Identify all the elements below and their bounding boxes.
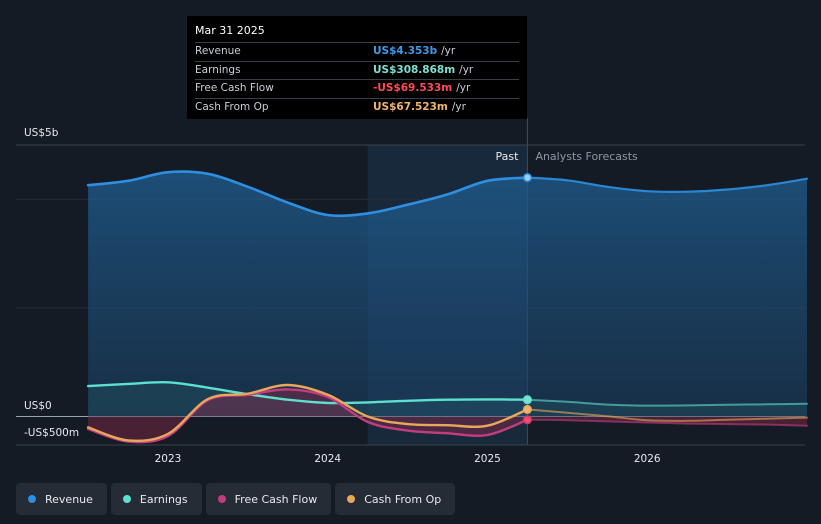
legend-dot-icon xyxy=(122,495,131,503)
free-cash-flow-marker xyxy=(522,415,532,425)
y-axis-zero-label: US$0 xyxy=(24,400,52,412)
legend-label: Free Cash Flow xyxy=(234,492,318,506)
y-axis-negative-label: -US$500m xyxy=(24,427,79,439)
earnings-area xyxy=(88,382,808,417)
analysts-forecasts-label: Analysts Forecasts xyxy=(535,150,638,163)
earnings-marker xyxy=(522,395,532,405)
legend-dot-icon xyxy=(217,495,226,503)
tooltip-row-cash-from-op: Cash From Op US$67.523m/yr xyxy=(195,97,519,117)
tooltip-row-earnings: Earnings US$308.868m/yr xyxy=(195,60,519,80)
past-label: Past xyxy=(496,150,520,163)
tooltip-label: Free Cash Flow xyxy=(195,82,274,94)
revenue-line-past xyxy=(86,170,529,218)
free-cash-flow-area xyxy=(88,389,808,443)
revenue-area xyxy=(88,171,808,417)
cash-from-op-line-past xyxy=(86,383,529,443)
tooltip-value: US$4.353b xyxy=(373,45,438,57)
tooltip-date: Mar 31 2025 xyxy=(195,24,265,37)
cash-from-op-line-forecast xyxy=(526,408,808,422)
cash-from-op-marker xyxy=(522,404,532,414)
tooltip-label: Revenue xyxy=(195,45,241,57)
x-tick-label: 2023 xyxy=(155,453,182,465)
free-cash-flow-line-past xyxy=(86,388,529,444)
earnings-line-forecast xyxy=(526,398,808,407)
tooltip-unit: /yr xyxy=(459,63,474,76)
legend-item-free-cash-flow[interactable]: Free Cash Flow xyxy=(205,483,332,515)
legend-label: Revenue xyxy=(45,492,93,506)
tooltip-value: US$67.523m xyxy=(373,100,448,113)
revenue-line-forecast xyxy=(526,176,809,193)
legend-item-cash-from-op[interactable]: Cash From Op xyxy=(335,483,456,515)
legend-dot-icon xyxy=(347,495,356,503)
y-axis-top-label: US$5b xyxy=(24,127,59,139)
legend-item-earnings[interactable]: Earnings xyxy=(110,483,202,515)
x-tick-label: 2024 xyxy=(314,453,341,465)
chart-legend: Revenue Earnings Free Cash Flow Cash From O… xyxy=(16,483,456,515)
tooltip-unit: /yr xyxy=(451,100,466,113)
free-cash-flow-line-forecast xyxy=(526,418,808,427)
tooltip-value: US$308.868m xyxy=(373,63,456,76)
legend-label: Earnings xyxy=(139,492,188,506)
revenue-marker xyxy=(522,173,532,183)
tooltip-value: -US$69.533m xyxy=(373,82,453,94)
tooltip-unit: /yr xyxy=(441,45,456,57)
x-tick-label: 2026 xyxy=(634,453,661,465)
data-tooltip: Mar 31 2025 Revenue US$4.353b/yr Earnings U… xyxy=(187,16,527,119)
tooltip-unit: /yr xyxy=(456,82,471,94)
legend-label: Cash From Op xyxy=(364,492,442,506)
tooltip-label: Cash From Op xyxy=(195,100,269,113)
legend-dot-icon xyxy=(28,495,36,503)
legend-item-revenue[interactable]: Revenue xyxy=(16,483,107,515)
earnings-line-past xyxy=(86,380,529,405)
tooltip-row-free-cash-flow: Free Cash Flow -US$69.533m/yr xyxy=(195,79,519,98)
tooltip-row-revenue: Revenue US$4.353b/yr xyxy=(195,42,519,61)
x-tick-label: 2025 xyxy=(474,453,501,465)
tooltip-label: Earnings xyxy=(195,63,241,76)
